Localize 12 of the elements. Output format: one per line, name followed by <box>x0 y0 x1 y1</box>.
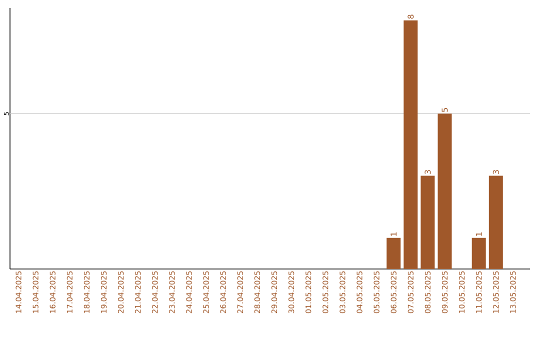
bar <box>472 238 486 269</box>
data-label: 1 <box>390 232 397 236</box>
bar <box>438 114 452 269</box>
bar <box>420 176 435 269</box>
bar <box>404 20 418 269</box>
data-label: 1 <box>476 232 482 236</box>
bar <box>386 238 401 269</box>
data-label: 5 <box>442 108 448 112</box>
data-label: 8 <box>408 14 414 19</box>
data-label: 3 <box>492 170 499 174</box>
bar <box>488 176 503 269</box>
data-label: 3 <box>424 170 431 174</box>
